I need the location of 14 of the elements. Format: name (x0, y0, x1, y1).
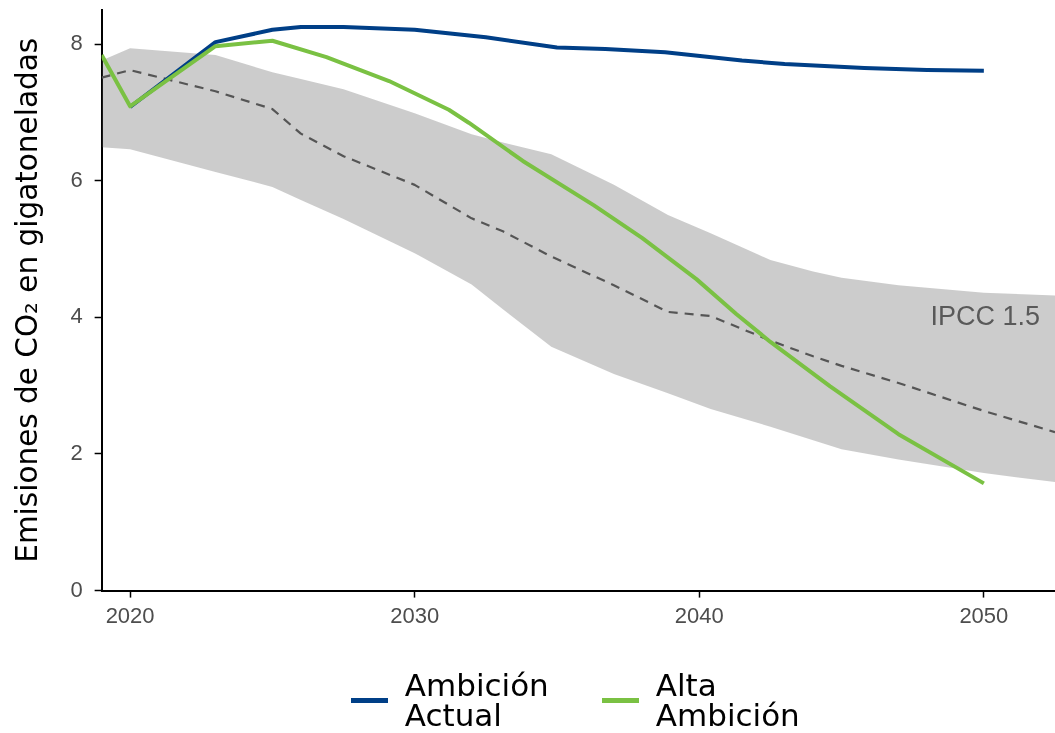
x-tick-label: 2040 (674, 602, 724, 628)
annotation: IPCC 1.5 (930, 301, 1040, 332)
x-tick-label: 2030 (390, 602, 440, 628)
y-tick-label: 4 (70, 303, 83, 329)
legend-label: Alta Ambición (655, 667, 801, 733)
y-axis-title: Emisiones de CO₂ en gigatoneladas (10, 37, 45, 563)
y-tick-label: 8 (70, 30, 83, 56)
y-tick-label: 2 (70, 440, 83, 466)
legend-label: Ambición Actual (404, 667, 550, 733)
y-tick-label: 0 (70, 576, 83, 602)
x-tick-label: 2020 (105, 602, 155, 628)
x-tick-label: 2050 (959, 602, 1009, 628)
y-tick-label: 6 (70, 166, 83, 192)
line-series (101, 69, 1055, 434)
